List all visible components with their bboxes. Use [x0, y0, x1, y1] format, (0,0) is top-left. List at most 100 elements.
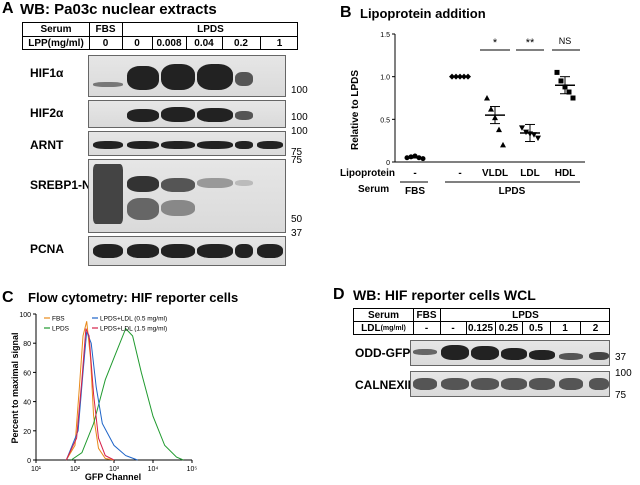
- blot-hif2a: [88, 100, 286, 128]
- ldl-label-unit: (mg/ml): [380, 324, 406, 332]
- lane-label: 0.008: [156, 37, 182, 49]
- y-tick-label: 60: [23, 370, 31, 377]
- serum-fbs: FBS: [416, 309, 437, 321]
- panel-c-letter: C: [2, 289, 14, 306]
- x-tick-label: 10⁵: [187, 466, 198, 473]
- panel-a-letter: A: [2, 0, 14, 17]
- lane-label: -: [424, 322, 429, 334]
- serum-fbs: FBS: [95, 24, 116, 35]
- mw-marker: 37: [291, 228, 303, 239]
- y-axis-label: Relative to LPDS: [350, 70, 361, 150]
- y-tick-label: 80: [23, 341, 31, 348]
- mw-marker: 100: [291, 126, 308, 137]
- panel-a-title: WB: Pa03c nuclear extracts: [20, 1, 217, 18]
- panel-b-title: Lipoprotein addition: [360, 6, 486, 21]
- blot-label-srebp1n: SREBP1-N: [30, 178, 91, 192]
- blot-label-pcna: PCNA: [30, 242, 65, 256]
- x-tick-label: 10²: [70, 466, 81, 473]
- blot-arnt: [88, 131, 286, 156]
- y-tick-label: 1.0: [380, 75, 390, 82]
- panel-d-letter: D: [333, 286, 345, 303]
- legend-label: LPDS+LDL (0.5 mg/ml): [100, 316, 167, 323]
- lane-label: 0.2: [234, 37, 248, 49]
- y-tick-label: 0: [386, 160, 390, 167]
- panel-a-header-table: Serum FBS LPDS LPP(mg/ml) 0 0 0.008 0.04…: [22, 22, 298, 50]
- data-point: [535, 135, 541, 142]
- data-point: [488, 106, 494, 112]
- data-point: [496, 126, 502, 133]
- lane-label: 1: [276, 37, 283, 49]
- panel-c-chart: Percent to maximal signal GFP Channel 10…: [10, 312, 198, 482]
- legend-label: FBS: [52, 316, 65, 323]
- row-label-serum: Serum: [358, 184, 389, 195]
- lane-label: 2: [592, 322, 599, 334]
- y-tick-label: 40: [23, 400, 31, 407]
- legend-label: LPDS+LDL (1.5 mg/ml): [100, 326, 167, 333]
- data-point: [484, 95, 490, 101]
- lane-label: 0.25: [498, 322, 519, 334]
- serum-lpds: LPDS: [197, 24, 224, 35]
- panel-b-letter: B: [340, 4, 352, 21]
- mw-marker: 100: [291, 112, 308, 123]
- blot-label-odd-gfp: ODD-GFP: [355, 346, 411, 360]
- blot-label-hif2a: HIF2α: [30, 106, 64, 120]
- mw-marker: 75: [615, 390, 627, 401]
- serum-lpds: LPDS: [512, 309, 539, 321]
- row-label-lipoprotein: Lipoprotein: [340, 168, 395, 179]
- legend-label: LPDS: [52, 326, 70, 333]
- data-point: [570, 95, 576, 101]
- x-tick-label: 10⁴: [148, 466, 159, 473]
- lane-label: 0.5: [529, 322, 543, 334]
- x-tick-label: 10³: [109, 466, 120, 473]
- x-axis-label: GFP Channel: [85, 472, 141, 482]
- series-line: [70, 327, 184, 461]
- panel-d-title: WB: HIF reporter cells WCL: [353, 287, 536, 303]
- blot-srebp1n: [88, 159, 286, 233]
- mw-marker: 37: [615, 352, 627, 363]
- significance-mark: *: [493, 37, 498, 49]
- data-point: [500, 141, 506, 148]
- blot-hif1a: [88, 55, 286, 97]
- series-line: [65, 321, 115, 461]
- mw-marker: 75: [291, 147, 303, 158]
- mw-marker: 100: [615, 368, 632, 379]
- serum-label: Serum: [40, 24, 72, 35]
- mw-marker: 100: [291, 85, 308, 96]
- blot-odd-gfp: [410, 340, 610, 366]
- mw-marker: 75: [291, 155, 303, 166]
- y-tick-label: 20: [23, 429, 31, 436]
- y-axis-label: Percent to maximal signal: [10, 332, 20, 443]
- serum-tick: FBS: [405, 186, 425, 197]
- lipo-tick: -: [413, 168, 416, 179]
- lane-label: 0: [102, 37, 109, 49]
- lane-label: -: [451, 322, 455, 334]
- panel-d-header-table: Serum FBS LPDS LDL (mg/ml) - - 0.125 0.25…: [353, 308, 610, 335]
- lane-label: 0.125: [467, 322, 494, 334]
- series-line: [65, 328, 115, 461]
- blot-label-calnexin: CALNEXIN: [355, 378, 417, 392]
- series-line: [65, 331, 138, 461]
- lpp-label: LPP(mg/ml): [28, 37, 84, 49]
- lipo-tick: VLDL: [482, 168, 508, 179]
- significance-mark: **: [526, 37, 535, 49]
- blot-label-hif1a: HIF1α: [30, 66, 64, 80]
- y-tick-label: 0: [27, 458, 31, 465]
- blot-calnexin: [410, 371, 610, 397]
- x-tick-label: 10¹: [31, 466, 42, 473]
- y-tick-label: 0.5: [380, 117, 390, 124]
- significance-mark: NS: [559, 36, 572, 46]
- data-point: [566, 89, 572, 95]
- ldl-label-text: LDL: [361, 322, 381, 334]
- serum-tick: LPDS: [499, 186, 526, 197]
- lane-label: 0: [134, 37, 140, 49]
- panel-c-title: Flow cytometry: HIF reporter cells: [28, 290, 239, 305]
- data-point: [420, 156, 426, 162]
- data-point: [554, 69, 560, 75]
- y-tick-label: 1.5: [380, 32, 390, 39]
- mw-marker: 50: [291, 214, 303, 225]
- lipo-tick: -: [458, 168, 461, 179]
- serum-label: Serum: [367, 309, 400, 321]
- y-tick-label: 100: [19, 312, 31, 319]
- panel-b-chart: Relative to LPDS 00.51.01.5 Lipoprotein …: [340, 32, 585, 197]
- lane-label: 1: [562, 322, 568, 334]
